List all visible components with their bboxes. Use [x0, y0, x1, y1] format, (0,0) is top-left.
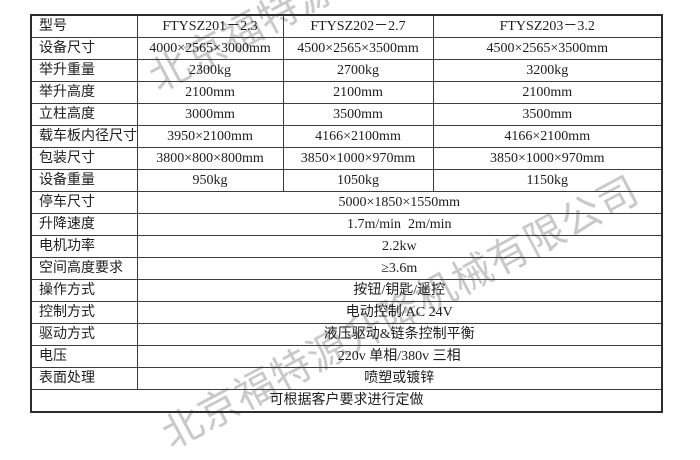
spec-value-cell: 2700kg	[282, 59, 434, 82]
spec-value-cell: 3200kg	[432, 59, 663, 82]
row-label: 控制方式	[30, 301, 138, 324]
merged-value-cell: 5000×1850×1550mm	[136, 191, 663, 214]
model-name-cell: FTYSZ201－2.3	[136, 14, 284, 38]
spec-value-cell: 3800×800×800mm	[136, 147, 284, 170]
row-label: 立柱高度	[30, 103, 138, 126]
spec-value-cell: 2100mm	[432, 81, 663, 104]
table-row-header: 型号 FTYSZ201－2.3 FTYSZ202－2.7 FTYSZ203－3.…	[30, 14, 663, 38]
merged-value-cell: 1.7m/min 2m/min	[136, 213, 663, 236]
table-row: 电机功率 2.2kw	[30, 235, 663, 258]
spec-value-cell: 4500×2565×3500mm	[432, 37, 663, 60]
row-label: 举升高度	[30, 81, 138, 104]
table-row: 升降速度 1.7m/min 2m/min	[30, 213, 663, 236]
table-row: 驱动方式 液压驱动&链条控制平衡	[30, 323, 663, 346]
table-row-footer: 可根据客户要求进行定做	[30, 389, 663, 413]
spec-value-cell: 3000mm	[136, 103, 284, 126]
table-row: 操作方式 按钮/钥匙/遥控	[30, 279, 663, 302]
row-label: 电压	[30, 345, 138, 368]
spec-value-cell: 2100mm	[136, 81, 284, 104]
row-label: 驱动方式	[30, 323, 138, 346]
row-label: 载车板内径尺寸	[30, 125, 138, 148]
spec-value-cell: 4500×2565×3500mm	[282, 37, 434, 60]
table-row: 电压 220v 单相/380v 三相	[30, 345, 663, 368]
spec-value-cell: 4000×2565×3000mm	[136, 37, 284, 60]
spec-table: 型号 FTYSZ201－2.3 FTYSZ202－2.7 FTYSZ203－3.…	[30, 14, 663, 413]
footer-cell: 可根据客户要求进行定做	[30, 389, 663, 413]
spec-value-cell: 1150kg	[432, 169, 663, 192]
table-row: 举升高度 2100mm 2100mm 2100mm	[30, 81, 663, 104]
merged-value-cell: ≥3.6m	[136, 257, 663, 280]
spec-value-cell: 2300kg	[136, 59, 284, 82]
table-row: 包装尺寸 3800×800×800mm 3850×1000×970mm 3850…	[30, 147, 663, 170]
spec-value-cell: 4166×2100mm	[282, 125, 434, 148]
row-label: 停车尺寸	[30, 191, 138, 214]
table-row: 立柱高度 3000mm 3500mm 3500mm	[30, 103, 663, 126]
merged-value-cell: 220v 单相/380v 三相	[136, 345, 663, 368]
row-label: 设备重量	[30, 169, 138, 192]
row-label: 升降速度	[30, 213, 138, 236]
merged-value-cell: 2.2kw	[136, 235, 663, 258]
table-row: 设备尺寸 4000×2565×3000mm 4500×2565×3500mm 4…	[30, 37, 663, 60]
row-label: 电机功率	[30, 235, 138, 258]
spec-value-cell: 3850×1000×970mm	[432, 147, 663, 170]
row-label: 操作方式	[30, 279, 138, 302]
spec-value-cell: 950kg	[136, 169, 284, 192]
merged-value-cell: 按钮/钥匙/遥控	[136, 279, 663, 302]
table-row: 控制方式 电动控制/AC 24V	[30, 301, 663, 324]
merged-value-cell: 液压驱动&链条控制平衡	[136, 323, 663, 346]
model-name-cell: FTYSZ202－2.7	[282, 14, 434, 38]
table-row: 表面处理 喷塑或镀锌	[30, 367, 663, 390]
spec-value-cell: 3500mm	[282, 103, 434, 126]
spec-value-cell: 1050kg	[282, 169, 434, 192]
spec-value-cell: 3950×2100mm	[136, 125, 284, 148]
merged-value-cell: 喷塑或镀锌	[136, 367, 663, 390]
spec-value-cell: 2100mm	[282, 81, 434, 104]
table-row: 设备重量 950kg 1050kg 1150kg	[30, 169, 663, 192]
table-row: 停车尺寸 5000×1850×1550mm	[30, 191, 663, 214]
row-label: 表面处理	[30, 367, 138, 390]
row-label: 型号	[30, 14, 138, 38]
row-label: 包装尺寸	[30, 147, 138, 170]
table-row: 空间高度要求 ≥3.6m	[30, 257, 663, 280]
table-row: 举升重量 2300kg 2700kg 3200kg	[30, 59, 663, 82]
model-name-cell: FTYSZ203－3.2	[432, 14, 663, 38]
row-label: 空间高度要求	[30, 257, 138, 280]
table-row: 载车板内径尺寸 3950×2100mm 4166×2100mm 4166×210…	[30, 125, 663, 148]
spec-value-cell: 4166×2100mm	[432, 125, 663, 148]
merged-value-cell: 电动控制/AC 24V	[136, 301, 663, 324]
spec-value-cell: 3850×1000×970mm	[282, 147, 434, 170]
spec-value-cell: 3500mm	[432, 103, 663, 126]
row-label: 举升重量	[30, 59, 138, 82]
row-label: 设备尺寸	[30, 37, 138, 60]
